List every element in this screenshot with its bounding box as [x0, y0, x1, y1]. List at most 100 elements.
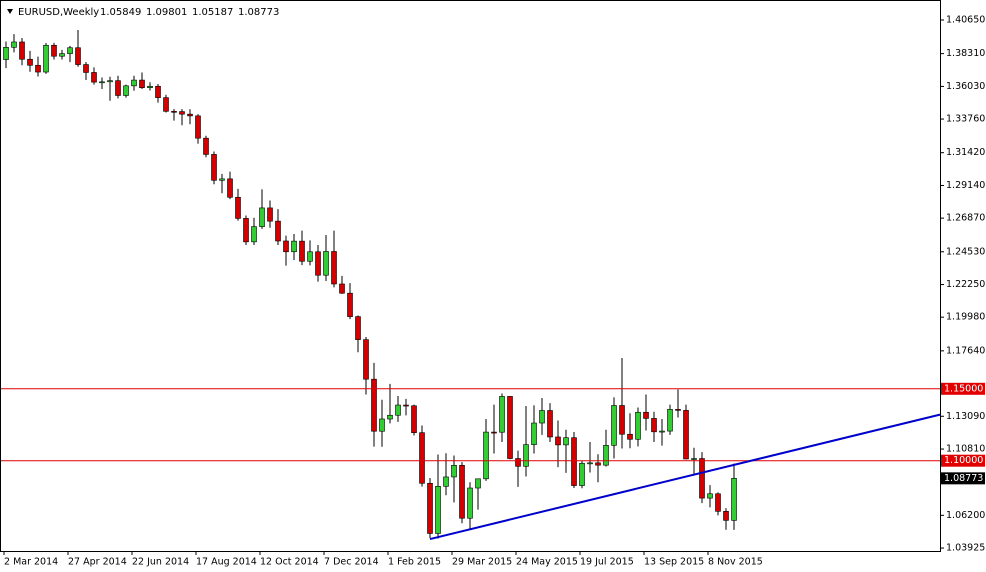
- candle-body: [235, 196, 241, 219]
- y-tick-label: 1.19980: [946, 312, 985, 323]
- candle-body: [587, 462, 593, 465]
- candle-body: [459, 465, 465, 519]
- candle-body: [307, 251, 313, 262]
- y-tick-label: 1.22250: [946, 279, 985, 290]
- candle-body: [387, 414, 393, 420]
- x-tick-label: 19 Jul 2015: [580, 557, 634, 568]
- candle-body: [323, 251, 329, 276]
- candle-body: [107, 80, 113, 83]
- candle-body: [67, 47, 73, 54]
- price-label: 1.08773: [944, 473, 983, 484]
- candle-body: [227, 178, 233, 198]
- candle-body: [11, 41, 17, 48]
- candle-body: [139, 79, 145, 89]
- level-tag: [941, 454, 985, 467]
- y-tick-label: 1.31420: [946, 147, 985, 158]
- candle-body: [411, 405, 417, 433]
- candle-body: [435, 485, 441, 534]
- candle-body: [339, 283, 345, 294]
- y-tick-label: 1.17640: [946, 345, 985, 356]
- candle-body: [467, 487, 473, 519]
- candle-body: [123, 85, 129, 96]
- level-tag: [941, 382, 985, 395]
- header-low: 1.05187: [192, 7, 233, 18]
- candle-body: [523, 444, 529, 467]
- menu-arrow: [7, 9, 13, 14]
- header-high: 1.09801: [146, 7, 187, 18]
- y-tick-label: 1.40650: [946, 14, 985, 25]
- candle-body: [715, 493, 721, 512]
- candle-body: [187, 113, 193, 117]
- candle-body: [531, 422, 537, 445]
- candle-body: [259, 207, 265, 227]
- level-label: 1.10000: [944, 455, 983, 466]
- y-tick-label: 1.03925: [946, 543, 985, 554]
- candle-body: [555, 436, 561, 446]
- candle-body: [699, 458, 705, 499]
- candle-body: [211, 154, 217, 181]
- candle-body: [603, 445, 609, 466]
- x-tick-label: 7 Dec 2014: [324, 557, 379, 568]
- candle-body: [3, 47, 9, 60]
- y-tick-label: 1.33760: [946, 114, 985, 125]
- header-open: 1.05849: [100, 7, 141, 18]
- candle-body: [43, 44, 49, 73]
- x-tick-label: 12 Oct 2014: [260, 557, 319, 568]
- candle-body: [571, 437, 577, 486]
- x-tick-label: 2 Mar 2014: [4, 557, 58, 568]
- candle-body: [611, 405, 617, 446]
- candle-body: [627, 433, 633, 440]
- candle-body: [51, 44, 57, 57]
- candle-body: [507, 396, 513, 459]
- candle-body: [75, 47, 81, 65]
- y-tick-label: 1.26870: [946, 213, 985, 224]
- candle-body: [659, 430, 665, 433]
- x-tick-label: 22 Jun 2014: [132, 557, 189, 568]
- candle-body: [355, 316, 361, 340]
- price-tag: [941, 472, 985, 485]
- candle-body: [419, 432, 425, 484]
- candle-body: [347, 292, 353, 317]
- x-tick-label: 27 Apr 2014: [68, 557, 127, 568]
- candle-body: [195, 115, 201, 139]
- candle-body: [491, 431, 497, 434]
- y-tick-label: 1.24530: [946, 246, 985, 257]
- candle-body: [35, 64, 41, 73]
- candle-body: [539, 410, 545, 424]
- candle-body: [643, 411, 649, 419]
- candle-body: [675, 409, 681, 411]
- candle-body: [115, 80, 121, 96]
- candle-body: [299, 240, 305, 262]
- candle-body: [427, 482, 433, 534]
- candle-body: [219, 178, 225, 181]
- y-tick-label: 1.38310: [946, 48, 985, 59]
- candle-body: [451, 465, 457, 478]
- header-close: 1.08773: [238, 7, 279, 18]
- candle-body: [251, 226, 257, 243]
- y-tick-label: 1.29140: [946, 180, 985, 191]
- candle-body: [131, 79, 137, 87]
- x-tick-label: 29 Mar 2015: [452, 557, 512, 568]
- y-tick-label: 1.13090: [946, 411, 985, 422]
- candle-body: [563, 437, 569, 446]
- candle-body: [691, 458, 697, 460]
- level-label: 1.15000: [944, 383, 983, 394]
- candle-body: [371, 378, 377, 432]
- candle-body: [179, 111, 185, 115]
- candle-body: [499, 396, 505, 433]
- symbol: EURUSD,Weekly: [18, 7, 99, 18]
- candle-body: [163, 97, 169, 112]
- candle-body: [619, 405, 625, 435]
- candle-body: [275, 220, 281, 242]
- y-tick-label: 1.06200: [946, 510, 985, 521]
- candle-body: [395, 404, 401, 416]
- candle-body: [723, 511, 729, 521]
- candle-body: [651, 418, 657, 433]
- candle-body: [515, 458, 521, 467]
- candle-body: [99, 81, 105, 84]
- candle-body: [315, 251, 321, 276]
- candle-body: [91, 72, 97, 83]
- candle-body: [171, 110, 177, 113]
- candle-body: [267, 207, 273, 222]
